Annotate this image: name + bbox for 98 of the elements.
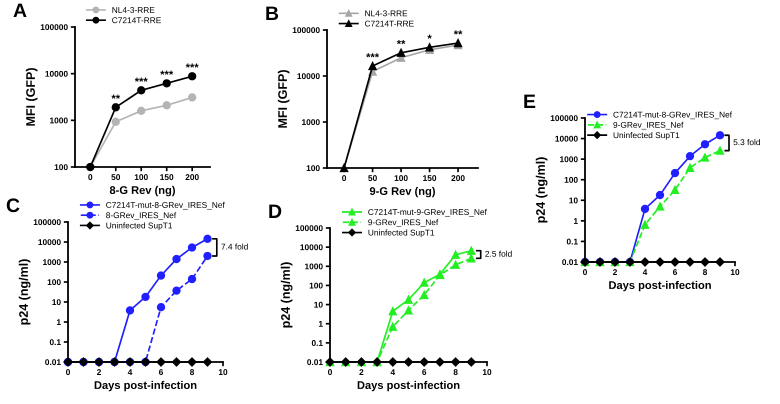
legend-label: 8-GRev_IRES_Nef — [106, 212, 176, 220]
x-tick-label: 4 — [390, 369, 396, 375]
legend-label: C7214T-mut-9-GRev_IRES_Nef — [368, 208, 487, 217]
y-tick-label: 0.01 — [562, 259, 578, 266]
x-axis-title: Days post-infection — [609, 280, 711, 292]
x-tick-label: 8 — [190, 369, 194, 376]
y-tick-label: 100000 — [34, 219, 61, 226]
x-tick-label: 100 — [134, 174, 148, 180]
annotation: 5.3 fold — [734, 139, 760, 146]
annotation: *** — [366, 53, 380, 58]
x-tick-label: 6 — [422, 369, 426, 376]
y-tick-label: 100 — [48, 279, 61, 286]
x-tick-label: 6 — [158, 369, 164, 376]
chart-title: A — [13, 4, 27, 17]
x-tick-label: 0 — [583, 269, 587, 276]
y-tick-label: 1000 — [50, 118, 68, 124]
x-tick-label: 4 — [642, 269, 648, 275]
x-tick-label: 8 — [702, 269, 708, 276]
y-tick-label: 10000 — [297, 73, 320, 80]
x-tick-label: 4 — [128, 369, 132, 375]
legend-label: C7214T-RRE — [364, 20, 414, 27]
x-tick-label: 50 — [368, 175, 377, 182]
y-tick-label: 10000 — [300, 244, 323, 250]
legend-label: C7214T-mut-8-GRev_IRES_Nef — [613, 111, 732, 120]
y-tick-label: 0.1 — [566, 238, 578, 245]
y-tick-label: 100000 — [40, 24, 68, 30]
x-tick-label: 0 — [66, 369, 70, 376]
y-axis-title: p24 (ng/ml) — [536, 157, 548, 223]
y-tick-label: 10 — [52, 299, 61, 306]
annotation: *** — [186, 64, 199, 68]
x-tick-label: 150 — [160, 174, 174, 180]
y-tick-label: 1000 — [560, 156, 578, 162]
y-tick-label: 10 — [314, 302, 323, 308]
y-tick-label: 100000 — [296, 225, 323, 232]
annotation: ** — [454, 30, 462, 34]
x-tick-label: 0 — [328, 369, 332, 376]
y-tick-label: 100 — [310, 282, 323, 289]
y-axis-title: MFI (GFP) — [278, 70, 290, 128]
y-tick-label: 100000 — [550, 115, 578, 122]
annotation: *** — [160, 70, 174, 75]
y-tick-label: 1000 — [302, 119, 320, 126]
annotation: 7.4 fold — [221, 243, 248, 250]
legend-label: NL4-3-RRE — [365, 10, 408, 16]
annotation: 2.5 fold — [485, 250, 512, 257]
annotation: * — [427, 34, 432, 39]
y-tick-label: 10000 — [555, 136, 578, 142]
chart-title: C — [6, 198, 20, 212]
y-tick-label: 100 — [306, 165, 320, 172]
x-axis-title: Days post-infection — [94, 380, 196, 392]
legend-label: Uninfected SupT1 — [368, 229, 434, 238]
x-axis-title: Days post-infection — [358, 380, 460, 392]
legend-label: Uninfected SupT1 — [614, 132, 680, 140]
y-tick-label: 1000 — [43, 259, 61, 266]
y-tick-label: 10000 — [38, 239, 61, 246]
legend-label: C7214T-mut-8-GRev_IRES_Nef — [106, 202, 225, 210]
y-tick-label: 1 — [574, 218, 578, 224]
y-tick-label: 10000 — [45, 70, 68, 77]
y-tick-label: 1 — [56, 319, 61, 326]
y-tick-label: 10 — [569, 197, 578, 204]
x-axis-title: 9-G Rev (ng) — [370, 186, 435, 198]
y-tick-label: 0.01 — [307, 359, 323, 366]
y-axis-title: MFI (GFP) — [26, 68, 38, 126]
y-axis-title: p24 (ng/ml) — [280, 262, 292, 328]
x-tick-label: 200 — [451, 175, 465, 182]
x-tick-label: 100 — [394, 175, 408, 182]
y-tick-label: 100 — [54, 164, 68, 170]
y-tick-label: 0.1 — [312, 340, 323, 346]
legend-label: 9-GRev_IRES_Nef — [368, 219, 438, 227]
x-tick-label: 150 — [423, 175, 436, 182]
x-tick-label: 0 — [88, 174, 92, 180]
y-tick-label: 0.1 — [50, 339, 61, 346]
x-tick-label: 50 — [111, 174, 120, 180]
legend-label: C7214T-RRE — [112, 17, 161, 24]
x-tick-label: 8 — [454, 369, 458, 376]
legend-label: Uninfected SupT1 — [106, 222, 172, 230]
y-tick-label: 100000 — [292, 27, 320, 34]
x-tick-label: 10 — [730, 269, 740, 276]
x-tick-label: 2 — [359, 369, 364, 375]
x-tick-label: 10 — [218, 369, 228, 376]
annotation: *** — [134, 78, 148, 82]
x-tick-label: 200 — [186, 174, 199, 180]
legend-label: 9-GRev_IRES_Nef — [613, 122, 684, 130]
y-tick-label: 0.01 — [45, 359, 61, 366]
chart-title: B — [266, 6, 278, 20]
x-tick-label: 0 — [342, 175, 346, 182]
x-tick-label: 2 — [96, 369, 101, 375]
chart-title: D — [269, 204, 282, 218]
x-tick-label: 10 — [482, 369, 492, 376]
annotation: ** — [111, 94, 120, 99]
y-axis-title: p24 (ng/ml) — [18, 259, 30, 325]
chart-title: E — [524, 94, 536, 108]
y-tick-label: 1000 — [305, 263, 323, 270]
legend-label: NL4-3-RRE — [112, 7, 154, 13]
x-tick-label: 6 — [672, 269, 678, 276]
y-tick-label: 1 — [318, 321, 323, 327]
annotation: ** — [396, 40, 406, 44]
x-axis-title: 8-G Rev (ng) — [110, 186, 175, 196]
x-tick-label: 2 — [612, 269, 617, 275]
